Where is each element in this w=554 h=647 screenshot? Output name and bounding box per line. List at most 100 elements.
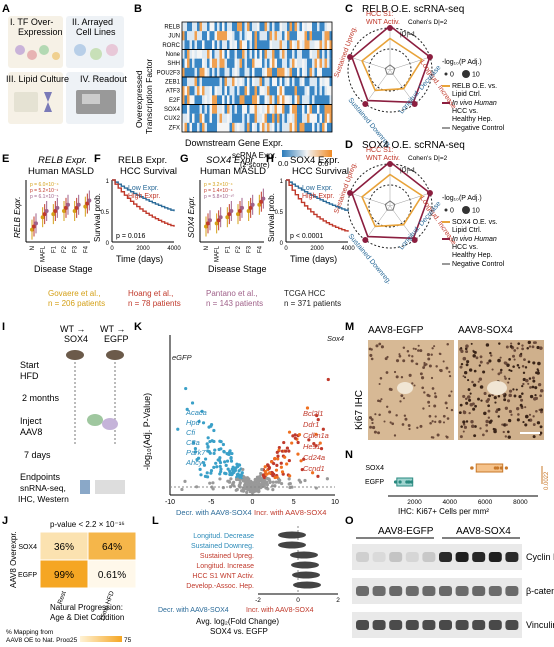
heat-cell bbox=[317, 40, 320, 50]
heat-cell bbox=[222, 113, 225, 124]
mean-point bbox=[238, 209, 242, 213]
heat-cell bbox=[309, 31, 313, 41]
heat-cell bbox=[264, 58, 268, 69]
row-label: JUN bbox=[168, 34, 180, 40]
nucleus bbox=[438, 420, 442, 424]
legend-entry: Healthy Hep. bbox=[452, 252, 493, 259]
cohen-label: |D|=1 bbox=[400, 31, 416, 38]
nucleus bbox=[489, 351, 492, 355]
mean-point bbox=[44, 209, 49, 213]
nucleus bbox=[438, 352, 441, 355]
heat-cell bbox=[259, 49, 263, 59]
volcano-point bbox=[229, 477, 233, 481]
blot-band bbox=[372, 552, 386, 562]
nucleus bbox=[513, 349, 517, 352]
step-label: III. Lipid Culture bbox=[6, 74, 69, 84]
volcano-point bbox=[275, 463, 279, 467]
nucleus bbox=[528, 377, 532, 380]
heat-cell bbox=[294, 31, 298, 41]
heat-cell bbox=[227, 77, 230, 87]
nucleus bbox=[459, 403, 463, 407]
heat-cell bbox=[264, 77, 268, 87]
heat-cell bbox=[202, 104, 205, 114]
blot-band bbox=[422, 552, 436, 562]
decr-label: Decr. with AAV8-SOX4 bbox=[176, 508, 252, 517]
heat-cell bbox=[242, 40, 245, 50]
nucleus bbox=[475, 356, 479, 360]
heat-cell bbox=[269, 86, 273, 96]
volcano-point bbox=[235, 462, 239, 466]
heat-cell bbox=[307, 49, 310, 59]
data-point bbox=[409, 480, 414, 484]
volcano-point bbox=[195, 485, 199, 489]
volcano-point bbox=[214, 461, 218, 465]
heat-cell bbox=[224, 40, 228, 50]
heat-cell bbox=[237, 49, 240, 59]
heat-cell bbox=[304, 77, 308, 87]
heat-cell bbox=[274, 77, 278, 87]
heat-cell bbox=[229, 22, 233, 32]
p-value: p = 1.4×10⁻⁴ bbox=[204, 188, 233, 194]
heat-cell bbox=[262, 58, 265, 69]
volcano-point bbox=[191, 441, 196, 445]
nucleus bbox=[512, 388, 515, 391]
heat-cell bbox=[304, 49, 308, 59]
gene-label: Ahcy bbox=[185, 458, 204, 467]
heat-cell bbox=[249, 122, 253, 133]
cbar-title: % Mapping from bbox=[6, 629, 53, 636]
heat-cell bbox=[322, 31, 325, 41]
panel-letter: K bbox=[134, 321, 142, 333]
step-label: IV. Readout bbox=[80, 74, 127, 84]
heat-cell bbox=[222, 86, 225, 96]
heat-cell bbox=[189, 77, 193, 87]
heat-cell bbox=[219, 67, 223, 78]
heat-cell bbox=[229, 58, 233, 69]
heat-cell bbox=[314, 95, 318, 105]
heat-cell bbox=[239, 113, 243, 124]
size-dot bbox=[462, 206, 470, 214]
volcano-point bbox=[273, 456, 277, 461]
heat-cell bbox=[252, 113, 255, 124]
volcano-point bbox=[185, 407, 189, 411]
panel-k: K -log₁₀(Adj. P-Value) -10 -5 0 5 10eGFPAcac… bbox=[134, 321, 344, 517]
heat-cell bbox=[199, 86, 203, 96]
nucleus bbox=[478, 364, 481, 367]
size-val: 10 bbox=[472, 72, 480, 79]
heat-cell bbox=[212, 58, 215, 69]
nucleus bbox=[408, 427, 411, 431]
heat-cell bbox=[269, 22, 273, 32]
volcano-point bbox=[277, 445, 281, 450]
heat-cell bbox=[207, 95, 210, 105]
heat-cell bbox=[202, 58, 205, 69]
heat-cell bbox=[204, 31, 208, 41]
radar-dot bbox=[387, 161, 393, 167]
heat-cell bbox=[202, 113, 205, 124]
heat-cell bbox=[224, 22, 228, 32]
heat-cell bbox=[294, 86, 298, 96]
heat-cell bbox=[207, 104, 210, 114]
nucleus bbox=[446, 417, 450, 420]
heat-cell bbox=[224, 86, 228, 96]
heat-cell bbox=[217, 122, 220, 133]
heat-cell bbox=[282, 22, 285, 32]
volcano-point bbox=[198, 467, 202, 471]
heat-cell bbox=[292, 58, 295, 69]
heat-cell bbox=[194, 31, 198, 41]
heat-cell bbox=[214, 40, 218, 50]
heat-cell bbox=[247, 113, 250, 124]
nucleus bbox=[524, 406, 527, 409]
heat-cell bbox=[277, 58, 280, 69]
nucleus bbox=[518, 394, 522, 399]
heat-cell bbox=[307, 113, 310, 124]
heat-cell bbox=[299, 58, 303, 69]
heat-cell bbox=[287, 86, 290, 96]
heat-cell bbox=[307, 31, 310, 41]
stage-label: F4 bbox=[83, 245, 89, 253]
nucleus bbox=[516, 418, 520, 422]
x-axis-label: Age & Diet Condition bbox=[50, 613, 124, 622]
heat-cell bbox=[194, 86, 198, 96]
heat-cell bbox=[327, 104, 330, 114]
heat-cell bbox=[252, 22, 255, 32]
nucleus bbox=[393, 434, 397, 437]
volcano-point bbox=[314, 444, 318, 448]
